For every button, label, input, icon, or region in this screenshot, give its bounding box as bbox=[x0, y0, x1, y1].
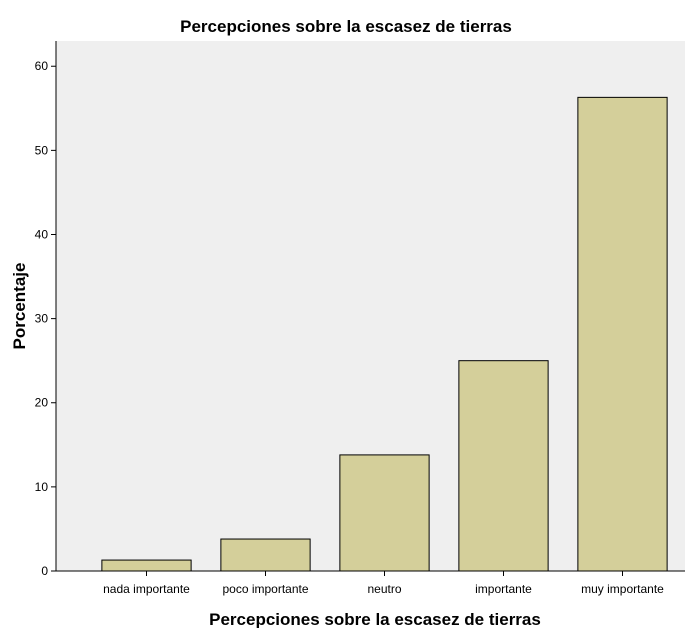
x-tick-label: importante bbox=[475, 582, 532, 596]
bar-poco-importante bbox=[220, 538, 311, 572]
y-axis-title: Porcentaje bbox=[10, 263, 29, 350]
x-tick-label: muy importante bbox=[581, 582, 664, 596]
y-tick-label: 0 bbox=[41, 564, 48, 578]
chart-title: Percepciones sobre la escasez de tierras bbox=[180, 17, 512, 36]
y-tick-label: 40 bbox=[35, 227, 49, 241]
y-tick-label: 30 bbox=[35, 312, 49, 326]
bar-muy-importante bbox=[577, 96, 668, 572]
bar-nada-importante bbox=[101, 559, 192, 572]
y-tick-label: 20 bbox=[35, 396, 49, 410]
x-tick-label: nada importante bbox=[103, 582, 190, 596]
y-tick-label: 60 bbox=[35, 59, 49, 73]
bar-importante bbox=[458, 360, 549, 572]
bars-group bbox=[101, 96, 668, 572]
x-axis-ticks: nada importante poco importante neutro impo… bbox=[103, 571, 664, 596]
y-axis-ticks: 0 10 20 30 40 50 60 bbox=[35, 59, 56, 578]
y-tick-label: 50 bbox=[35, 143, 49, 157]
x-tick-label: neutro bbox=[367, 582, 401, 596]
bar-neutro bbox=[339, 454, 430, 572]
x-axis-title: Percepciones sobre la escasez de tierras bbox=[209, 610, 541, 628]
y-tick-label: 10 bbox=[35, 480, 49, 494]
x-tick-label: poco importante bbox=[222, 582, 308, 596]
